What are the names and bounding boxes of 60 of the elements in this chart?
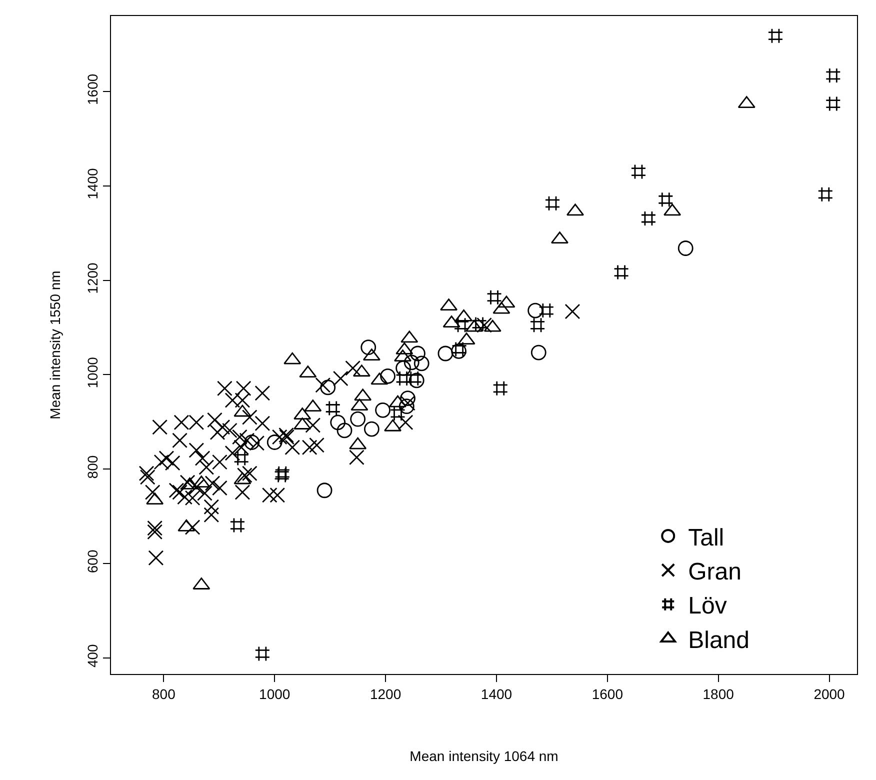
point: [825, 68, 841, 84]
point: [364, 421, 380, 437]
point: [528, 302, 543, 318]
y-tick-label: 1600: [84, 74, 100, 105]
point: [404, 354, 420, 370]
point: [320, 380, 336, 396]
y-tick-label: 1000: [84, 356, 100, 388]
x-axis-title: Mean intensity 1064 nm: [410, 748, 558, 764]
point: [530, 317, 546, 333]
x-tick-label: 800: [152, 686, 176, 702]
x-tick-label: 1800: [702, 686, 734, 702]
y-tick-label: 1200: [84, 262, 100, 294]
point: [630, 164, 646, 180]
y-tick-label: 1400: [84, 168, 100, 200]
x-tick-label: 1200: [370, 686, 402, 702]
point: [400, 390, 416, 406]
point: [768, 28, 784, 44]
point: [350, 411, 366, 427]
point: [330, 414, 346, 430]
point: [398, 398, 414, 414]
point: [818, 186, 834, 202]
legend-label: Bland: [688, 626, 750, 654]
point: [614, 264, 629, 280]
point: [336, 422, 352, 438]
point: [486, 290, 502, 306]
point: [380, 368, 396, 384]
point: [230, 518, 246, 534]
point: [375, 402, 390, 418]
y-tick-label: 800: [84, 455, 100, 479]
y-tick-label: 600: [84, 550, 100, 574]
point: [658, 192, 674, 208]
x-tick-label: 1000: [259, 686, 290, 702]
point: [438, 346, 454, 362]
point: [640, 210, 656, 226]
x-tick-label: 2000: [814, 686, 846, 702]
legend-label: Löv: [688, 592, 727, 620]
point: [678, 240, 694, 256]
point: [530, 344, 546, 360]
x-tick-label: 1600: [592, 686, 624, 702]
point: [390, 406, 406, 422]
point: [538, 302, 554, 318]
point: [472, 316, 487, 332]
point: [360, 340, 376, 356]
y-tick-label: 400: [84, 644, 100, 668]
point: [396, 360, 411, 376]
legend-label: Tall: [688, 524, 724, 552]
point: [410, 346, 426, 362]
point: [266, 434, 282, 450]
point: [492, 380, 508, 396]
point: [316, 482, 332, 498]
point: [325, 400, 341, 416]
point: [544, 196, 560, 212]
point: [244, 434, 260, 450]
y-axis-title: Mean intensity 1550 nm: [47, 270, 63, 420]
point: [254, 646, 270, 662]
x-tick-label: 1400: [480, 686, 512, 702]
legend-label: Gran: [688, 558, 742, 586]
point: [414, 356, 430, 372]
point: [825, 96, 841, 112]
point: [454, 317, 470, 333]
